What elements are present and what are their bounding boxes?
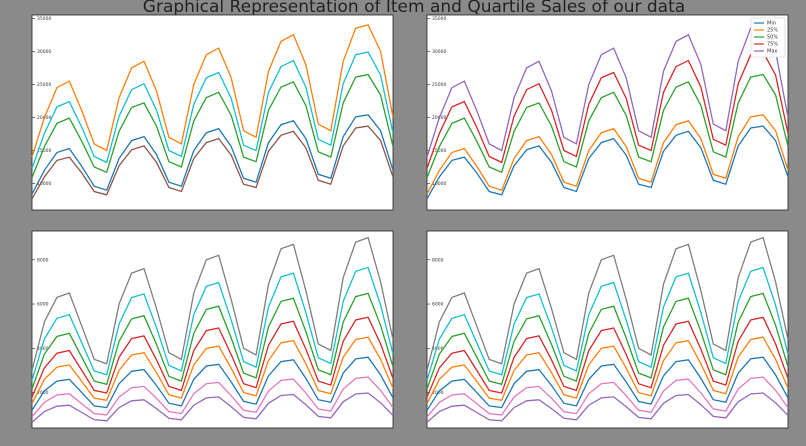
y-tick-label: 30000 bbox=[432, 49, 446, 55]
y-tick-label: 35000 bbox=[37, 16, 51, 22]
series-line bbox=[426, 51, 789, 169]
series-line bbox=[426, 356, 789, 411]
series-line bbox=[426, 316, 789, 398]
legend-label: 25% bbox=[767, 28, 778, 34]
series-line bbox=[31, 392, 394, 423]
y-tick-label: 25000 bbox=[37, 82, 51, 88]
y-tick-label: 15000 bbox=[432, 148, 446, 154]
series-line bbox=[31, 125, 394, 200]
y-tick-label: 10000 bbox=[37, 181, 51, 187]
y-tick-label: 35000 bbox=[432, 16, 446, 22]
series-line bbox=[426, 292, 789, 390]
figure-title: Graphical Representation of Item and Qua… bbox=[143, 0, 685, 17]
series-line bbox=[31, 51, 394, 169]
series-line bbox=[426, 73, 789, 178]
series-line bbox=[426, 236, 789, 371]
y-tick-label: 4000 bbox=[37, 346, 49, 352]
y-tick-label: 25000 bbox=[432, 82, 446, 88]
y-tick-label: 6000 bbox=[432, 302, 444, 308]
legend-label: 75% bbox=[767, 42, 778, 48]
y-tick-label: 6000 bbox=[37, 302, 49, 308]
series-line bbox=[31, 336, 394, 404]
series-line bbox=[31, 24, 394, 158]
series-line bbox=[426, 114, 789, 195]
series-line bbox=[31, 356, 394, 411]
series-line bbox=[426, 336, 789, 404]
series-line bbox=[426, 125, 789, 200]
y-tick-label: 15000 bbox=[37, 148, 51, 154]
series-line bbox=[31, 114, 394, 195]
y-tick-label: 30000 bbox=[37, 49, 51, 55]
plot-area bbox=[31, 14, 394, 211]
series-line bbox=[31, 376, 394, 418]
series-line bbox=[31, 236, 394, 371]
series-line bbox=[426, 392, 789, 423]
series-line bbox=[31, 316, 394, 398]
y-tick-label: 8000 bbox=[37, 257, 49, 263]
series-line bbox=[31, 292, 394, 390]
plot-area bbox=[426, 14, 789, 211]
y-tick-label: 10000 bbox=[432, 181, 446, 187]
legend-label: Min bbox=[767, 21, 776, 27]
legend-label: Max bbox=[767, 49, 777, 55]
legend-label: 50% bbox=[767, 35, 778, 41]
y-tick-label: 8000 bbox=[432, 257, 444, 263]
series-line bbox=[426, 24, 789, 158]
series-line bbox=[426, 376, 789, 418]
series-line bbox=[31, 266, 394, 381]
series-line bbox=[426, 266, 789, 381]
y-tick-label: 4000 bbox=[432, 346, 444, 352]
series-line bbox=[31, 73, 394, 178]
